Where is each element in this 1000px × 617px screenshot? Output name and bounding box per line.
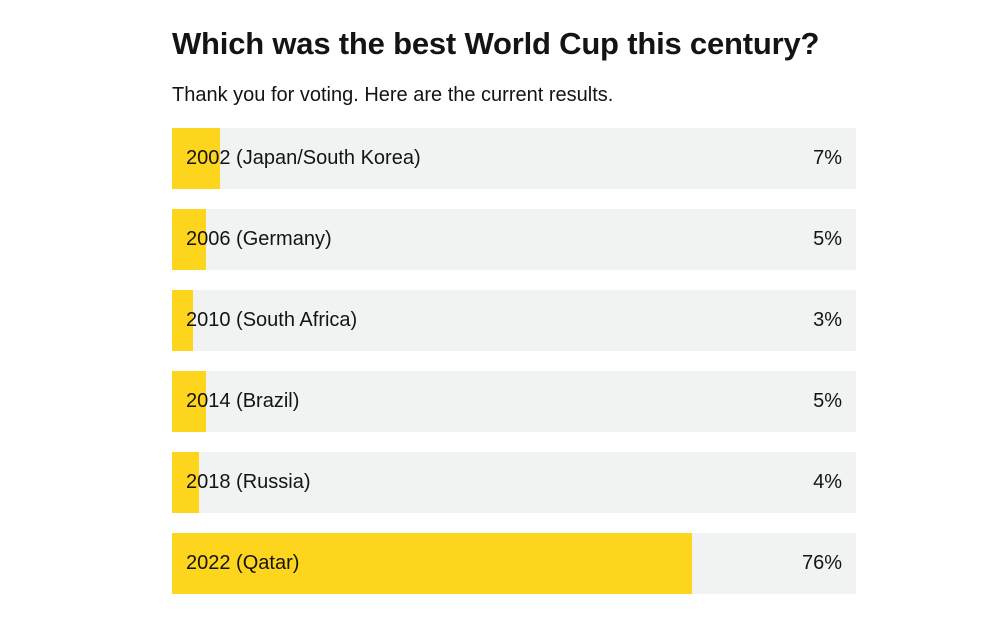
result-bar: [172, 533, 692, 594]
result-percent: 7%: [813, 147, 842, 169]
result-row-2002: 2002 (Japan/South Korea) 7%: [172, 128, 856, 189]
result-row-2014: 2014 (Brazil) 5%: [172, 371, 856, 432]
result-percent: 3%: [813, 309, 842, 331]
result-percent: 5%: [813, 390, 842, 412]
result-bar: [172, 290, 193, 351]
result-bar: [172, 128, 220, 189]
result-percent: 5%: [813, 228, 842, 250]
result-row-2010: 2010 (South Africa) 3%: [172, 290, 856, 351]
result-label: 2002 (Japan/South Korea): [186, 147, 421, 169]
result-label: 2006 (Germany): [186, 228, 332, 250]
result-percent: 4%: [813, 471, 842, 493]
result-percent: 76%: [801, 552, 842, 574]
result-label: 2018 (Russia): [186, 471, 311, 493]
result-row-2022: 2022 (Qatar) 76%: [172, 533, 856, 594]
result-bar: [172, 371, 207, 432]
results-list: 2002 (Japan/South Korea) 7% 2006 (German…: [172, 128, 856, 614]
poll-thank-you-message: Thank you for voting. Here are the curre…: [172, 84, 614, 106]
result-row-2018: 2018 (Russia) 4%: [172, 452, 856, 513]
result-bar: [172, 209, 207, 270]
result-label: 2010 (South Africa): [186, 309, 358, 331]
result-label: 2022 (Qatar): [186, 552, 300, 574]
result-label: 2014 (Brazil): [186, 390, 300, 412]
poll-question: Which was the best World Cup this centur…: [172, 26, 820, 61]
result-bar: [172, 452, 200, 513]
result-row-2006: 2006 (Germany) 5%: [172, 209, 856, 270]
